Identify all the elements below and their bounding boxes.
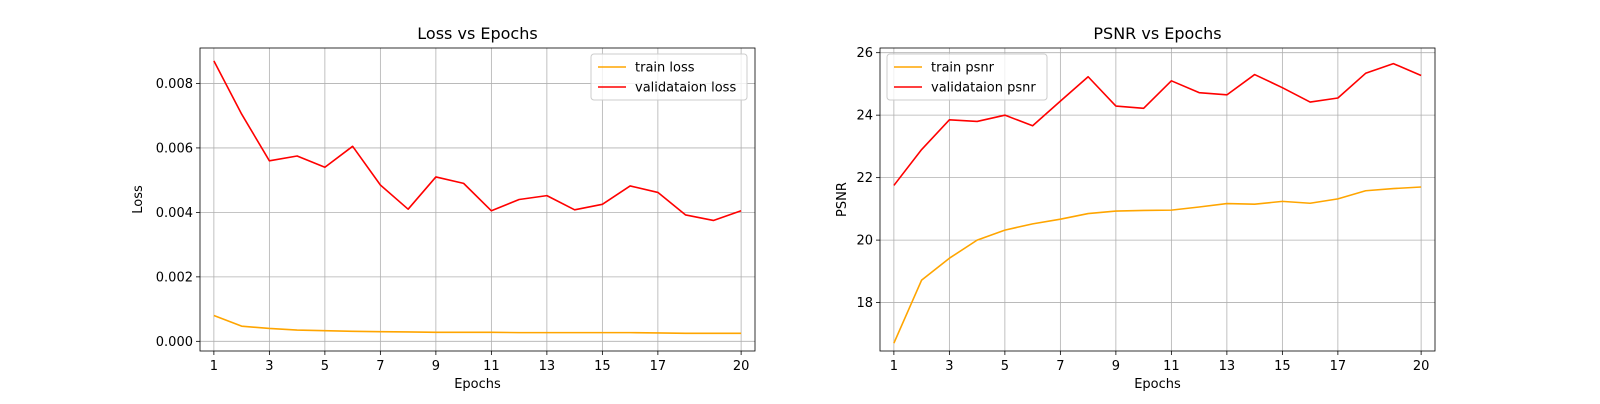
psnr-y-tick-label: 26 bbox=[856, 46, 873, 61]
psnr-x-tick-label: 11 bbox=[1163, 359, 1180, 374]
loss-x-tick-label: 20 bbox=[733, 359, 750, 374]
loss-legend bbox=[590, 53, 748, 101]
psnr-legend bbox=[886, 53, 1048, 101]
loss-x-tick-label: 17 bbox=[650, 359, 667, 374]
psnr-x-tick-label: 9 bbox=[1112, 359, 1120, 374]
loss-x-tick-label: 1 bbox=[210, 359, 218, 374]
psnr-x-tick-label: 15 bbox=[1274, 359, 1291, 374]
loss-x-tick-label: 15 bbox=[594, 359, 611, 374]
psnr-x-tick-label: 3 bbox=[945, 359, 953, 374]
loss-y-tick-label: 0.008 bbox=[156, 77, 193, 92]
psnr-y-tick-label: 22 bbox=[856, 171, 873, 186]
loss-y-tick-label: 0.004 bbox=[156, 206, 193, 221]
loss-series-line-validation bbox=[213, 60, 742, 222]
psnr-y-axis-label: PSNR bbox=[835, 182, 850, 217]
psnr-series-line-validation bbox=[893, 62, 1422, 186]
loss-y-axis-label: Loss bbox=[131, 185, 146, 214]
loss-chart: 1 3 5 7 9 11 13 15 17 200.0000.0020.0040.0060.008… bbox=[131, 24, 756, 392]
psnr-x-tick-label: 1 bbox=[890, 359, 898, 374]
psnr-legend-label: validataion psnr bbox=[931, 81, 1036, 96]
loss-x-tick-label: 11 bbox=[483, 359, 500, 374]
psnr-y-tick-label: 18 bbox=[856, 296, 873, 311]
loss-plot-frame bbox=[199, 47, 756, 352]
loss-y-tick-label: 0.000 bbox=[156, 335, 193, 350]
psnr-chart-title: PSNR vs Epochs bbox=[1093, 24, 1221, 43]
psnr-plot-frame bbox=[879, 47, 1436, 352]
psnr-x-tick-label: 20 bbox=[1413, 359, 1430, 374]
loss-y-tick-label: 0.002 bbox=[156, 270, 193, 285]
loss-x-tick-label: 5 bbox=[321, 359, 329, 374]
psnr-x-tick-label: 5 bbox=[1001, 359, 1009, 374]
loss-x-tick-label: 3 bbox=[265, 359, 273, 374]
psnr-x-tick-label: 17 bbox=[1330, 359, 1347, 374]
psnr-series-line-train bbox=[893, 186, 1422, 344]
loss-legend-label: validataion loss bbox=[635, 81, 736, 96]
psnr-x-tick-label: 13 bbox=[1219, 359, 1236, 374]
psnr-y-tick-label: 24 bbox=[856, 109, 873, 124]
psnr-legend-label: train psnr bbox=[931, 61, 995, 76]
loss-x-axis-label: Epochs bbox=[454, 377, 501, 392]
loss-y-tick-label: 0.006 bbox=[156, 141, 193, 156]
loss-x-tick-label: 13 bbox=[539, 359, 556, 374]
loss-x-tick-label: 9 bbox=[432, 359, 440, 374]
psnr-y-tick-label: 20 bbox=[856, 234, 873, 249]
loss-legend-label: train loss bbox=[635, 61, 695, 76]
loss-series-line-train bbox=[213, 314, 742, 335]
psnr-x-axis-label: Epochs bbox=[1134, 377, 1181, 392]
loss-chart-title: Loss vs Epochs bbox=[417, 24, 537, 43]
psnr-x-tick-label: 7 bbox=[1056, 359, 1064, 374]
loss-x-tick-label: 7 bbox=[376, 359, 384, 374]
